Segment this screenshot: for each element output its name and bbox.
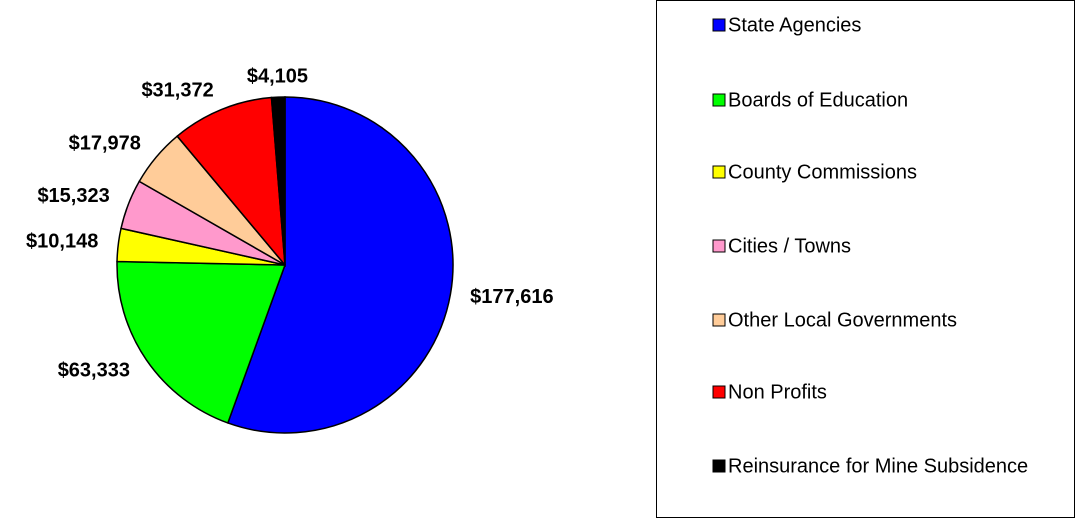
legend-swatch [712, 165, 726, 179]
legend-swatch [712, 459, 726, 473]
data-label: $177,616 [470, 286, 553, 308]
legend-swatch [712, 239, 726, 253]
legend-label: Other Local Governments [728, 309, 957, 331]
legend-label: Cities / Towns [728, 235, 851, 257]
legend-swatch [712, 313, 726, 327]
data-label: $4,105 [247, 65, 308, 87]
pie-slice [270, 96, 286, 266]
legend-label: Non Profits [728, 381, 827, 403]
legend-swatch [712, 385, 726, 399]
data-label: $31,372 [141, 79, 213, 101]
legend-label: County Commissions [728, 161, 917, 183]
legend-label: Reinsurance for Mine Subsidence [728, 455, 1028, 477]
legend-swatch [712, 93, 726, 107]
data-label: $15,323 [37, 185, 109, 207]
data-label: $63,333 [58, 360, 130, 382]
legend-swatch [712, 18, 726, 32]
legend-label: Boards of Education [728, 89, 908, 111]
data-label: $10,148 [26, 231, 98, 253]
pie-slice [226, 96, 454, 434]
pie-slice [116, 260, 287, 424]
data-label: $17,978 [69, 133, 141, 155]
pie-slice [176, 96, 286, 268]
legend-label: State Agencies [728, 14, 861, 36]
legend-box [656, 0, 1075, 518]
